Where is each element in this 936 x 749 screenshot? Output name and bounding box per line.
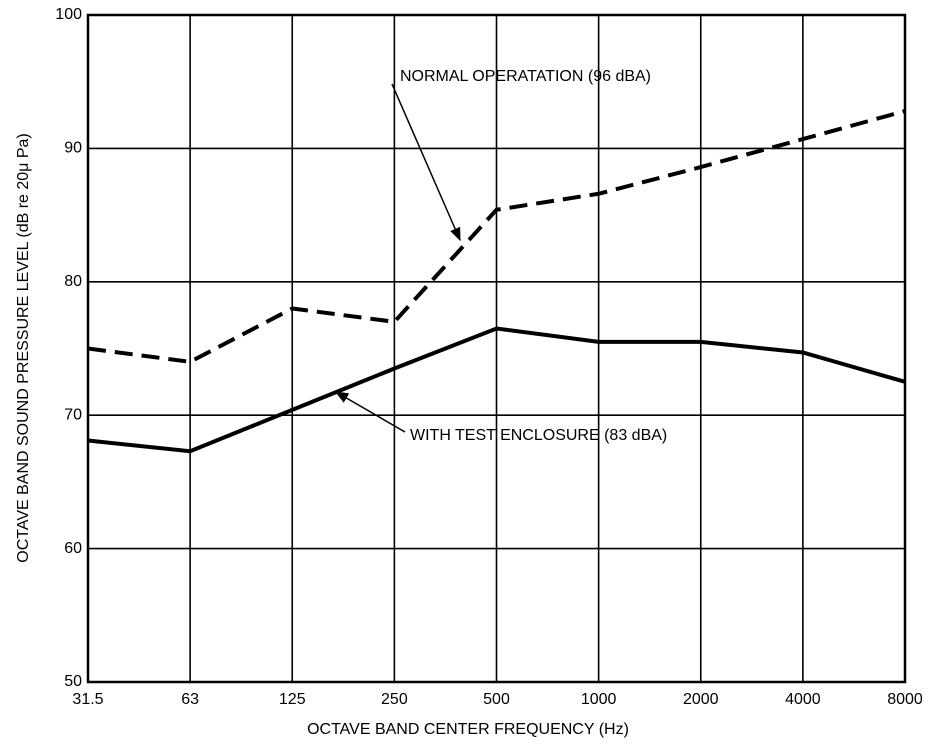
annotation-arrow	[391, 83, 461, 242]
y-tick-label: 60	[64, 540, 82, 557]
x-tick-label: 31.5	[72, 691, 103, 708]
y-tick-label: 70	[64, 406, 82, 423]
data-line	[87, 109, 906, 364]
y-tick-label: 100	[55, 6, 82, 23]
x-tick-label: 2000	[683, 691, 719, 708]
x-tick-label: 500	[483, 691, 510, 708]
y-tick-label: 50	[64, 673, 82, 690]
x-tick-label: 63	[181, 691, 199, 708]
x-tick-label: 1000	[581, 691, 617, 708]
data-line	[87, 326, 906, 454]
x-tick-label: 4000	[785, 691, 821, 708]
y-axis-label: OCTAVE BAND SOUND PRESSURE LEVEL (dB re …	[15, 133, 32, 563]
y-tick-label: 80	[64, 273, 82, 290]
series-annotation: WITH TEST ENCLOSURE (83 dBA)	[410, 427, 667, 444]
x-tick-label: 250	[381, 691, 408, 708]
series-annotation: NORMAL OPERATATION (96 dBA)	[400, 68, 651, 85]
x-tick-label: 8000	[887, 691, 923, 708]
x-axis-label: OCTAVE BAND CENTER FREQUENCY (Hz)	[307, 721, 629, 738]
y-tick-label: 90	[64, 140, 82, 157]
annotation-arrow	[334, 391, 406, 433]
x-tick-label: 125	[279, 691, 306, 708]
